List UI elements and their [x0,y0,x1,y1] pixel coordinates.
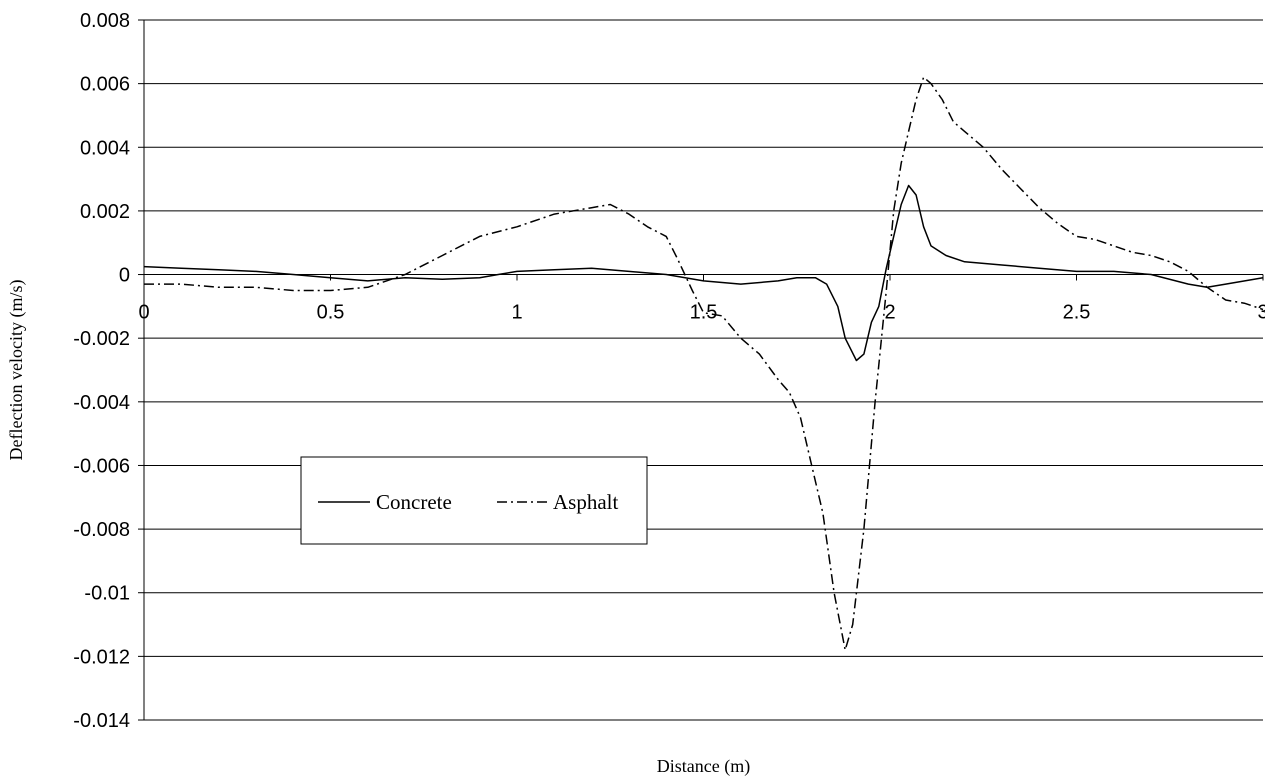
x-tick-label: 0.5 [317,302,345,324]
y-tick-label: -0.008 [73,519,130,541]
y-tick-label: 0.004 [80,137,130,159]
y-tick-label: -0.012 [73,646,130,668]
y-axis-title: Deflection velocity (m/s) [6,280,27,461]
y-tick-label: 0.006 [80,74,130,96]
y-tick-label: -0.006 [73,455,130,477]
y-tick-label: -0.002 [73,328,130,350]
x-tick-label: 3 [1257,302,1265,324]
y-tick-label: 0.002 [80,201,130,223]
x-tick-label: 1.5 [690,302,718,324]
legend-label-concrete: Concrete [376,490,452,514]
legend: Concrete Asphalt [300,456,648,545]
x-tick-label: 2.5 [1063,302,1091,324]
x-axis-title: Distance (m) [657,756,750,777]
x-axis-ticks: 0 0.5 1 1.5 2 2.5 3 [138,274,1265,324]
x-tick-label: 1 [511,302,522,324]
y-axis-ticks: 0.008 0.006 0.004 0.002 0 -0.002 -0.004 -0.006 -… [73,10,144,732]
series-line-concrete [143,184,1264,362]
y-tick-label: -0.004 [73,392,130,414]
y-tick-label: -0.01 [84,583,130,605]
x-tick-label: 2 [884,302,895,324]
gridlines [144,19,1263,721]
legend-box [300,456,648,545]
series-lines [143,76,1264,651]
y-tick-label: 0 [119,265,130,287]
legend-label-asphalt: Asphalt [553,490,618,514]
y-tick-label: -0.014 [73,710,130,732]
series-line-asphalt [144,76,1264,651]
y-tick-label: 0.008 [80,10,130,32]
